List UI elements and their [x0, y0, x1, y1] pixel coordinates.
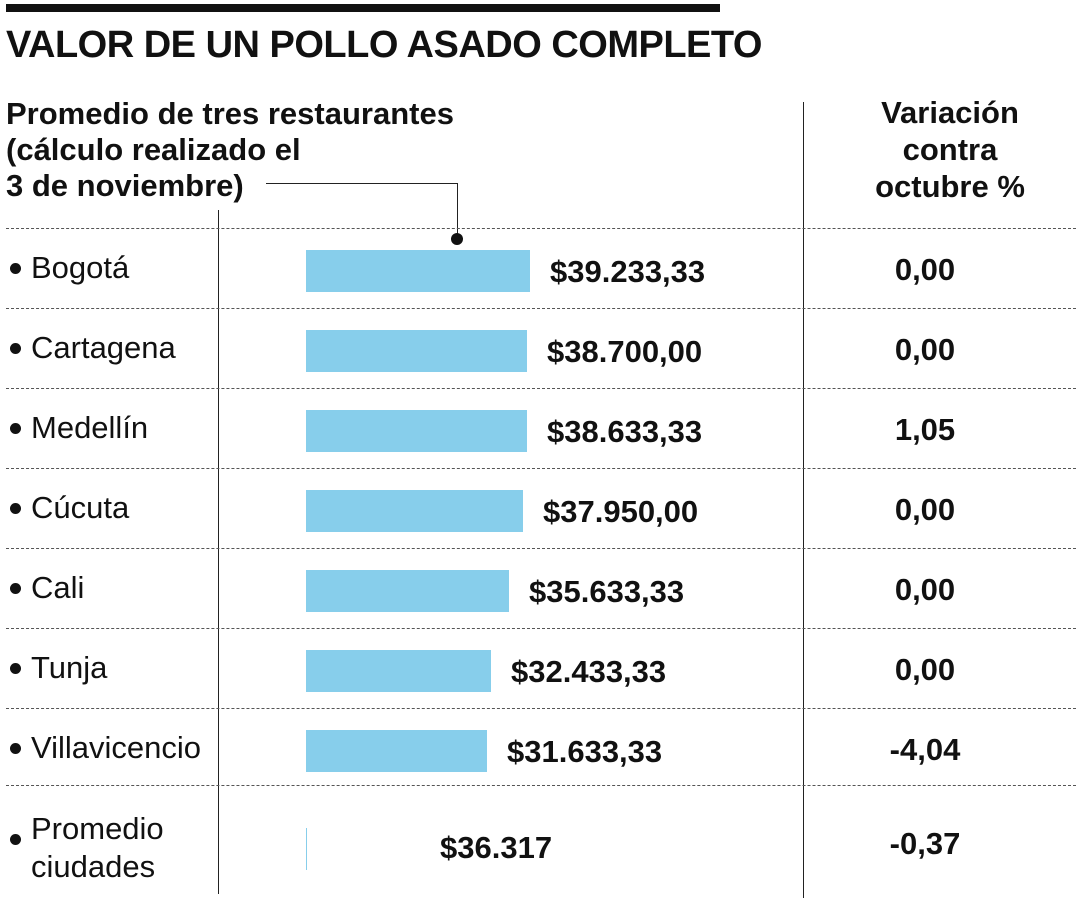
variation-column-header: Variación contra octubre % — [845, 94, 1055, 205]
average-value-label: $36.317 — [440, 830, 553, 865]
bar — [306, 730, 487, 772]
callout-line — [266, 183, 458, 184]
callout-line — [457, 183, 458, 235]
category-label: Tunja — [10, 650, 107, 686]
callout-dot — [451, 233, 463, 245]
category-label: Cali — [10, 570, 84, 606]
column-divider — [218, 210, 219, 894]
row-divider — [6, 228, 1076, 229]
row-divider — [6, 468, 1076, 469]
average-variation: -0,37 — [889, 826, 961, 861]
bar-value-label: $39.233,33 — [550, 254, 706, 289]
row-divider — [6, 388, 1076, 389]
bar-value-label: $31.633,33 — [507, 734, 663, 769]
category-name: Cartagena — [31, 330, 176, 365]
category-name: Cúcuta — [31, 490, 130, 525]
bar-value-label: $37.950,00 — [543, 494, 699, 529]
bar-value-label: $35.633,33 — [529, 574, 685, 609]
variation-value: -4,04 — [889, 732, 961, 767]
row-divider — [6, 308, 1076, 309]
variation-value: 0,00 — [894, 652, 956, 687]
subtitle-line: (cálculo realizado el — [6, 132, 301, 167]
row-divider — [6, 628, 1076, 629]
variation-value: 0,00 — [894, 492, 956, 527]
bullet-icon — [10, 834, 21, 845]
bar — [306, 410, 527, 452]
bullet-icon — [10, 422, 21, 434]
category-label: Medellín — [10, 410, 148, 446]
bar — [306, 490, 523, 532]
row-divider — [6, 785, 1076, 786]
chart-subtitle: Promedio de tres restaurantes (cálculo r… — [6, 96, 506, 204]
category-label: Cartagena — [10, 330, 176, 366]
category-name: Cali — [31, 570, 85, 605]
column-divider — [803, 102, 804, 898]
variation-value: 1,05 — [894, 412, 956, 447]
category-label: Bogotá — [10, 250, 129, 286]
average-label-line: Promedio — [31, 811, 164, 846]
bullet-icon — [10, 662, 21, 674]
average-label-line: ciudades — [31, 849, 156, 884]
variation-value: 0,00 — [894, 332, 956, 367]
average-bar — [306, 828, 307, 870]
bar-value-label: $38.633,33 — [547, 414, 703, 449]
bar — [306, 650, 491, 692]
bullet-icon — [10, 582, 21, 594]
bullet-icon — [10, 742, 21, 754]
category-name: Villavicencio — [31, 730, 202, 765]
bar — [306, 330, 527, 372]
title-rule — [6, 4, 720, 12]
bar-value-label: $38.700,00 — [547, 334, 703, 369]
row-divider — [6, 548, 1076, 549]
category-name: Bogotá — [31, 250, 130, 285]
chart-title: VALOR DE UN POLLO ASADO COMPLETO — [6, 24, 763, 66]
bar — [306, 570, 509, 612]
subtitle-line: 3 de noviembre) — [6, 168, 244, 203]
bullet-icon — [10, 502, 21, 514]
category-label: Villavicencio — [10, 730, 201, 766]
bar — [306, 250, 530, 292]
bar-value-label: $32.433,33 — [511, 654, 667, 689]
subtitle-line: Promedio de tres restaurantes — [6, 96, 454, 131]
variation-header-line: Variación — [881, 95, 1019, 130]
variation-value: 0,00 — [894, 572, 956, 607]
category-name: Medellín — [31, 410, 149, 445]
average-label: Promedio ciudades — [10, 810, 164, 886]
category-label: Cúcuta — [10, 490, 129, 526]
row-divider — [6, 708, 1076, 709]
variation-header-line: contra — [902, 132, 998, 167]
variation-value: 0,00 — [894, 252, 956, 287]
bullet-icon — [10, 262, 21, 274]
variation-header-line: octubre % — [875, 169, 1025, 204]
bullet-icon — [10, 342, 21, 354]
category-name: Tunja — [31, 650, 108, 685]
